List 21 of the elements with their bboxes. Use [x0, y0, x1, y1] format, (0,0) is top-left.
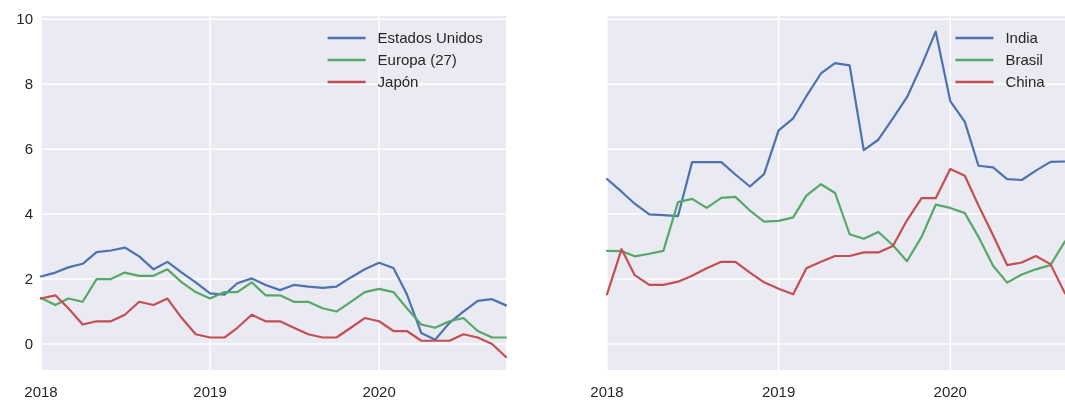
x-tick-label: 2018: [590, 383, 624, 400]
line-series: [39, 294, 508, 359]
x-tick-label: 2019: [193, 383, 227, 400]
y-tick-label: 10: [16, 10, 33, 28]
legend-label: India: [1005, 29, 1039, 47]
y-tick-label: 2: [24, 270, 33, 288]
y-tick-label: 4: [24, 205, 33, 223]
x-tick-label: 2020: [362, 383, 396, 400]
legend-label: China: [1005, 73, 1046, 91]
legend-label: Europa (27): [377, 51, 457, 69]
x-tick-label: 2018: [24, 383, 58, 400]
legend-label: Brasil: [1005, 51, 1043, 69]
y-tick-label: 0: [24, 335, 33, 353]
x-tick-label: 2019: [761, 383, 796, 400]
y-tick-label: 6: [24, 140, 33, 158]
line-series: [39, 268, 508, 339]
y-tick-label: 8: [24, 75, 33, 93]
x-tick-label: 2020: [933, 383, 967, 400]
line-series: [39, 246, 508, 341]
legend-label: Japón: [377, 73, 419, 91]
legend-label: Estados Unidos: [377, 29, 483, 47]
